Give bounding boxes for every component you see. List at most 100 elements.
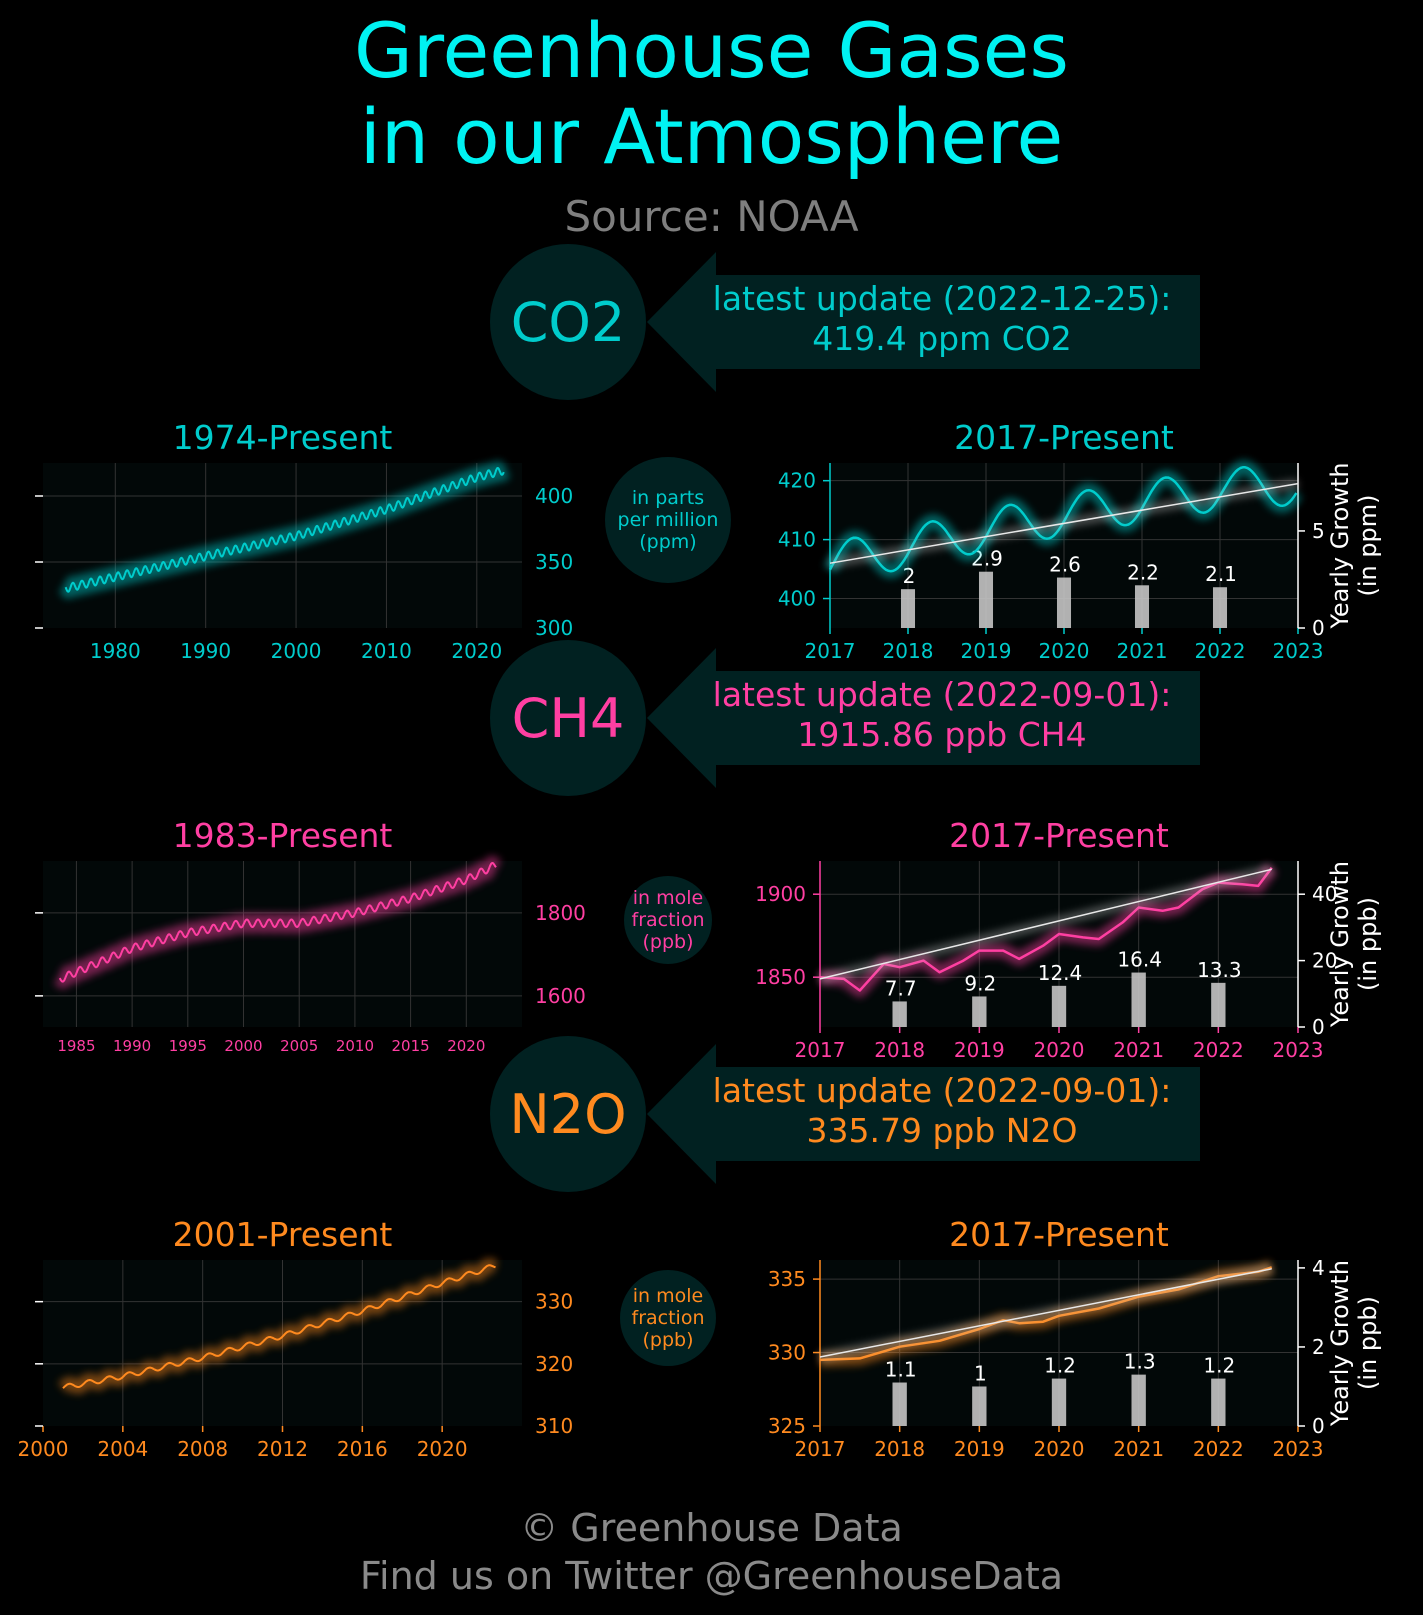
- x-tick-label: 2020: [1034, 1038, 1085, 1062]
- y2-tick-label: 5: [1312, 519, 1325, 543]
- gas-name: CO2: [511, 291, 626, 354]
- growth-bar: [972, 1386, 987, 1426]
- y-tick-label: 410: [778, 528, 816, 552]
- y-tick-label: 1800: [535, 901, 586, 925]
- growth-bar: [1051, 985, 1067, 1027]
- unit-label: in mole: [633, 887, 703, 909]
- growth-axis-label-2: (in ppb): [1354, 1296, 1382, 1390]
- y-tick-label: 1600: [535, 984, 586, 1008]
- unit-circle: [620, 1270, 716, 1366]
- growth-bar: [892, 1382, 907, 1426]
- chart-title: 1974-Present: [173, 418, 393, 457]
- x-tick-label: 2019: [961, 639, 1012, 663]
- y2-tick-label: 0: [1312, 1015, 1325, 1039]
- page-title: Greenhouse Gases in our Atmosphere: [0, 8, 1423, 180]
- growth-axis-label-1: Yearly Growth: [1326, 1260, 1354, 1427]
- n2o-badge: N2O latest update (2022-09-01):335.79 ppb…: [490, 1036, 1200, 1192]
- series-line: [64, 467, 505, 593]
- unit-label: (ppm): [639, 531, 696, 553]
- gas-name: CH4: [512, 687, 625, 750]
- growth-bar: [1134, 585, 1150, 628]
- gas-circle: [490, 640, 646, 796]
- x-tick-label: 2010: [361, 639, 412, 663]
- growth-bar-label: 2: [903, 564, 916, 588]
- x-tick-label: 1990: [180, 639, 231, 663]
- growth-bar: [1131, 972, 1146, 1027]
- x-tick-label: 2021: [1113, 1038, 1164, 1062]
- x-tick-label: 2019: [954, 1437, 1005, 1461]
- unit-circle: [605, 457, 731, 583]
- growth-bar-label: 1.2: [1044, 1354, 1076, 1378]
- growth-bar: [1211, 1378, 1226, 1426]
- growth-bar: [1051, 1378, 1067, 1426]
- growth-bar-label: 1.3: [1124, 1350, 1156, 1374]
- x-tick-label: 1980: [90, 639, 141, 663]
- x-tick-label: 2018: [874, 1038, 925, 1062]
- x-tick-label: 2023: [1273, 1038, 1324, 1062]
- growth-axis-label-2: (in ppm): [1354, 494, 1382, 596]
- gas-circle: [490, 1036, 646, 1192]
- n2o-long-chart: 2001-Present 2000 2004 2008 2012 2016 2020 310 3…: [18, 1215, 574, 1461]
- x-tick-label: 2019: [954, 1038, 1005, 1062]
- x-tick-label: 2022: [1193, 1437, 1244, 1461]
- update-date: latest update (2022-12-25):: [713, 279, 1172, 318]
- trend-line: [819, 868, 1272, 980]
- growth-bar-label: 9.2: [964, 971, 996, 995]
- chart-title: 1983-Present: [173, 816, 393, 855]
- growth-axis-label-2: (in ppb): [1354, 897, 1382, 991]
- x-tick-label: 2022: [1195, 639, 1246, 663]
- y-tick-label: 310: [535, 1414, 573, 1438]
- update-value: 1915.86 ppb CH4: [797, 715, 1086, 754]
- growth-axis-label-1: Yearly Growth: [1326, 861, 1354, 1028]
- x-tick-label: 2000: [18, 1437, 69, 1461]
- growth-bar: [1056, 577, 1072, 628]
- x-tick-label: 2017: [795, 1437, 846, 1461]
- x-tick-label: 2010: [336, 1037, 374, 1055]
- series-line: [58, 862, 497, 983]
- x-tick-label: 2017: [805, 639, 856, 663]
- trend-line: [829, 482, 1299, 564]
- x-tick-label: 2020: [1034, 1437, 1085, 1461]
- co2-short-chart: 2017-Present 2017 2018 2019 2020 2021 2022 2023…: [778, 418, 1382, 663]
- x-tick-label: 2000: [271, 639, 322, 663]
- y2-tick-label: 0: [1312, 1414, 1325, 1438]
- unit-label: in parts: [632, 487, 704, 509]
- growth-bar: [1211, 982, 1226, 1027]
- n2o-short-chart: 2017-Present 2017 2018 2019 2020 2021 2022 2023…: [768, 1215, 1382, 1461]
- growth-bar-label: 13.3: [1197, 958, 1242, 982]
- ch4-short-chart: 2017-Present 2017 2018 2019 2020 2021 2022 2023…: [755, 816, 1382, 1062]
- unit-label: fraction: [632, 1307, 705, 1329]
- update-value: 335.79 ppb N2O: [807, 1111, 1078, 1150]
- co2-long-chart: 1974-Present 1980 1990 2000 2010 2020 300 350 40…: [35, 418, 573, 663]
- chart-title: 2017-Present: [949, 1215, 1169, 1254]
- y2-tick-label: 2: [1312, 1335, 1325, 1359]
- growth-bar-label: 16.4: [1117, 948, 1162, 972]
- title-line-1: Greenhouse Gases: [354, 6, 1069, 95]
- co2-badge: CO2 latest update (2022-12-25):419.4 ppm …: [490, 244, 1200, 400]
- growth-bar: [972, 996, 987, 1027]
- x-tick-label: 1990: [113, 1037, 151, 1055]
- x-tick-label: 2005: [280, 1037, 318, 1055]
- unit-label: (ppb): [642, 931, 693, 953]
- y-tick-label: 330: [535, 1290, 573, 1314]
- unit-circle: [624, 876, 712, 964]
- gas-name: N2O: [509, 1083, 626, 1146]
- x-tick-label: 2016: [337, 1437, 388, 1461]
- x-tick-label: 2023: [1273, 639, 1324, 663]
- chart-title: 2017-Present: [949, 816, 1169, 855]
- x-tick-label: 2018: [874, 1437, 925, 1461]
- y-tick-label: 325: [768, 1414, 806, 1438]
- y2-tick-label: 0: [1312, 616, 1325, 640]
- growth-axis-label-1: Yearly Growth: [1326, 462, 1354, 629]
- x-tick-label: 2008: [177, 1437, 228, 1461]
- x-tick-label: 2015: [392, 1037, 430, 1055]
- x-tick-label: 1985: [57, 1037, 95, 1055]
- y-tick-label: 330: [768, 1341, 806, 1365]
- update-date: latest update (2022-09-01):: [713, 1071, 1172, 1110]
- x-tick-label: 2000: [224, 1037, 262, 1055]
- x-tick-label: 2018: [883, 639, 934, 663]
